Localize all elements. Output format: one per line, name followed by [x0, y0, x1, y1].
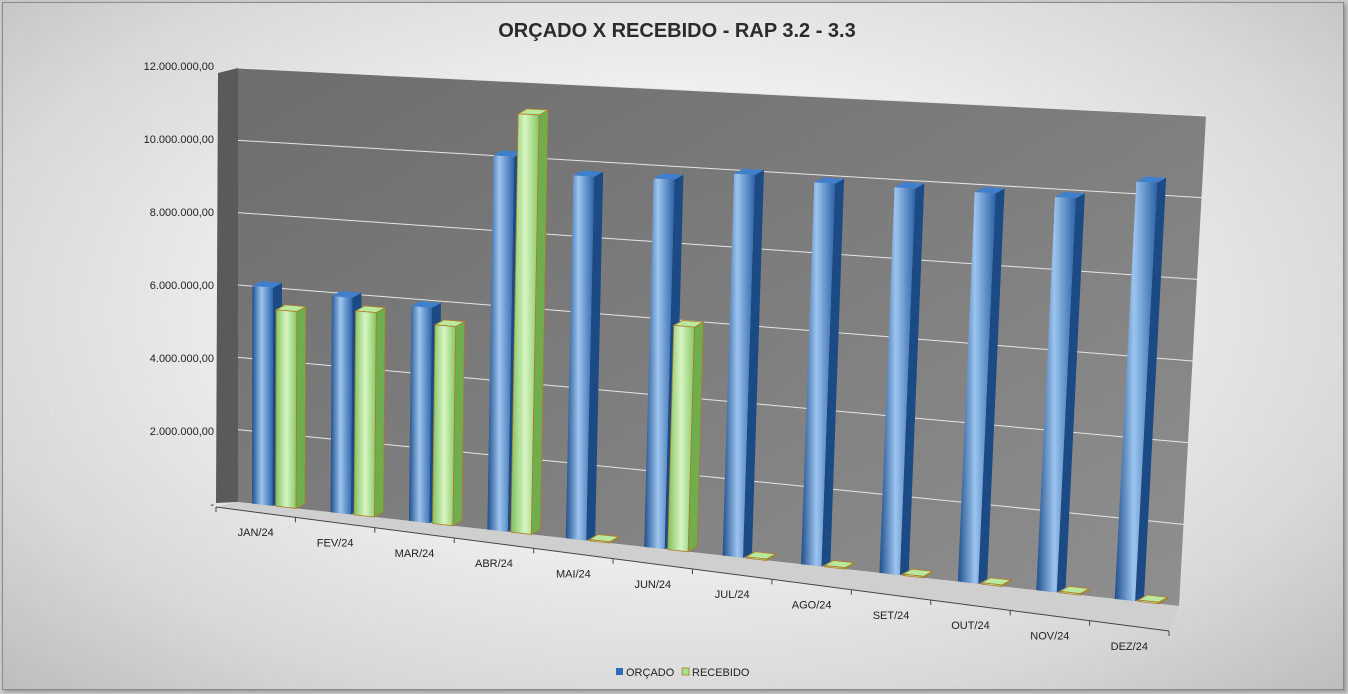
x-category-label: MAI/24 [556, 569, 591, 581]
y-tick-label: 2.000.000,00 [150, 426, 214, 438]
bar-top-orcado [974, 187, 1005, 194]
x-category-label: SET/24 [873, 610, 910, 622]
bar-orcado [1114, 181, 1158, 602]
gridline [237, 429, 1184, 525]
bar-side-recebido [295, 305, 307, 510]
bar-side-orcado [978, 188, 1005, 584]
plot-area: - 2.000.000,00 4.000.000,00 6.000.000,00 8.0… [144, 61, 1207, 653]
legend-swatch-orcado [616, 668, 623, 675]
bar-orcado [722, 173, 755, 558]
bar-recebido [275, 309, 298, 509]
side-wall [216, 68, 238, 503]
gridline [237, 284, 1193, 362]
bar-side-orcado [743, 169, 764, 558]
x-category-label: OUT/24 [951, 620, 990, 632]
bar-top-orcado [573, 170, 604, 177]
bar-recebido [745, 556, 767, 561]
bar-recebido [1059, 590, 1081, 596]
x-category-label: DEZ/24 [1111, 641, 1148, 653]
legend-swatch-recebido [681, 667, 690, 676]
y-tick-label: 6.000.000,00 [150, 280, 214, 292]
y-tick-label: 10.000.000,00 [144, 134, 214, 146]
y-tick-label: 12.000.000,00 [144, 61, 214, 73]
x-category-label: JUN/24 [634, 579, 671, 591]
bar-recebido [980, 582, 1003, 587]
gridline [237, 212, 1198, 280]
bar-top-orcado [1054, 191, 1085, 199]
gridline [237, 67, 1207, 117]
y-tick-label: - [210, 499, 214, 511]
bar-recebido [902, 573, 924, 579]
floor [216, 502, 1179, 631]
chart-title: ORÇADO X RECEBIDO - RAP 3.2 - 3.3 [498, 20, 855, 42]
bar-side-orcado [1135, 177, 1167, 602]
bar-orcado [330, 296, 353, 515]
x-category-label: NOV/24 [1030, 631, 1069, 643]
bar-recebido [588, 539, 611, 544]
y-tick-label: 4.000.000,00 [150, 353, 214, 365]
legend-label-orcado: ORÇADO [626, 667, 675, 679]
bar-recebido [510, 113, 540, 535]
bar-top-orcado [252, 281, 282, 288]
bar-orcado [644, 178, 675, 550]
bar-top-orcado [814, 177, 845, 184]
bar-top-orcado [331, 291, 362, 298]
bar-top-orcado [411, 301, 441, 308]
legend: ORÇADO RECEBIDO [616, 667, 750, 679]
bar-top-orcado [894, 182, 925, 189]
bar-orcado [408, 306, 432, 524]
x-category-label: JUL/24 [715, 589, 750, 601]
bar-side-orcado [586, 171, 604, 541]
bar-side-orcado [1056, 193, 1085, 593]
x-category-label: JAN/24 [238, 527, 274, 539]
bar-orcado [957, 192, 996, 584]
bar-side-orcado [899, 183, 925, 576]
bar-top-orcado [653, 173, 684, 180]
bar-recebido [432, 324, 457, 527]
bar-recebido [824, 564, 846, 570]
x-category-label: MAR/24 [395, 548, 435, 560]
bar-recebido [667, 325, 695, 553]
bar-orcado [487, 155, 515, 532]
x-category-label: FEV/24 [317, 538, 354, 550]
bar-orcado [1036, 196, 1076, 593]
bar-orcado [565, 175, 595, 541]
bar-top-orcado [493, 150, 524, 157]
gridline [237, 356, 1189, 444]
bar-recebido [1137, 599, 1160, 605]
chart-area: ORÇADO X RECEBIDO - RAP 3.2 - 3.3 - 2.000… [144, 20, 1207, 679]
bar-top-orcado [734, 168, 764, 175]
bar-side-orcado [821, 178, 845, 567]
bar-recebido [353, 310, 377, 518]
x-category-label: AGO/24 [792, 600, 832, 612]
legend-label-recebido: RECEBIDO [692, 667, 750, 679]
y-tick-label: 8.000.000,00 [150, 207, 214, 219]
bar-orcado [801, 182, 836, 567]
bar-top-orcado [1136, 176, 1167, 183]
bar-orcado [879, 187, 916, 576]
x-category-label: ABR/24 [475, 558, 513, 570]
gridline [237, 139, 1202, 199]
bar-orcado [252, 286, 273, 506]
